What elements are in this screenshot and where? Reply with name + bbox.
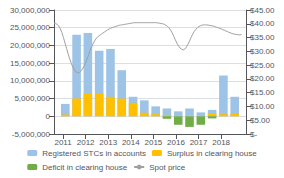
svg-text:15,000,000: 15,000,000 — [10, 59, 51, 68]
svg-text:$25.00: $25.00 — [250, 61, 275, 70]
svg-text:25,000,000: 25,000,000 — [10, 23, 51, 32]
svg-text:$40.00: $40.00 — [250, 19, 275, 28]
svg-text:0: 0 — [46, 112, 51, 121]
svg-text:2017: 2017 — [190, 138, 208, 147]
svg-text:2012: 2012 — [77, 138, 95, 147]
svg-text:2018: 2018 — [212, 138, 230, 147]
svg-text:$35.00: $35.00 — [250, 33, 275, 42]
svg-text:Surplus in clearing house: Surplus in clearing house — [167, 149, 257, 158]
svg-text:2015: 2015 — [144, 138, 162, 147]
svg-text:$45.00: $45.00 — [250, 6, 275, 15]
svg-text:$5.00: $5.00 — [250, 116, 271, 125]
svg-text:$30.00: $30.00 — [250, 47, 275, 56]
svg-text:30,000,000: 30,000,000 — [10, 6, 51, 15]
svg-text:2013: 2013 — [99, 138, 117, 147]
svg-text:$15.00: $15.00 — [250, 88, 275, 97]
svg-text:-5,000,000: -5,000,000 — [12, 130, 51, 139]
svg-text:$-: $- — [250, 130, 257, 139]
svg-text:2014: 2014 — [122, 138, 140, 147]
svg-text:2011: 2011 — [54, 138, 72, 147]
svg-text:5,000,000: 5,000,000 — [14, 94, 50, 103]
svg-text:$20.00: $20.00 — [250, 74, 275, 83]
svg-text:Deficit in clearing house: Deficit in clearing house — [42, 163, 127, 172]
svg-text:20,000,000: 20,000,000 — [10, 41, 51, 50]
svg-text:$10.00: $10.00 — [250, 102, 275, 111]
svg-text:2016: 2016 — [167, 138, 185, 147]
svg-text:Registered STCs in accounts: Registered STCs in accounts — [42, 149, 146, 158]
svg-text:10,000,000: 10,000,000 — [10, 76, 51, 85]
svg-text:Spot price: Spot price — [149, 163, 186, 172]
